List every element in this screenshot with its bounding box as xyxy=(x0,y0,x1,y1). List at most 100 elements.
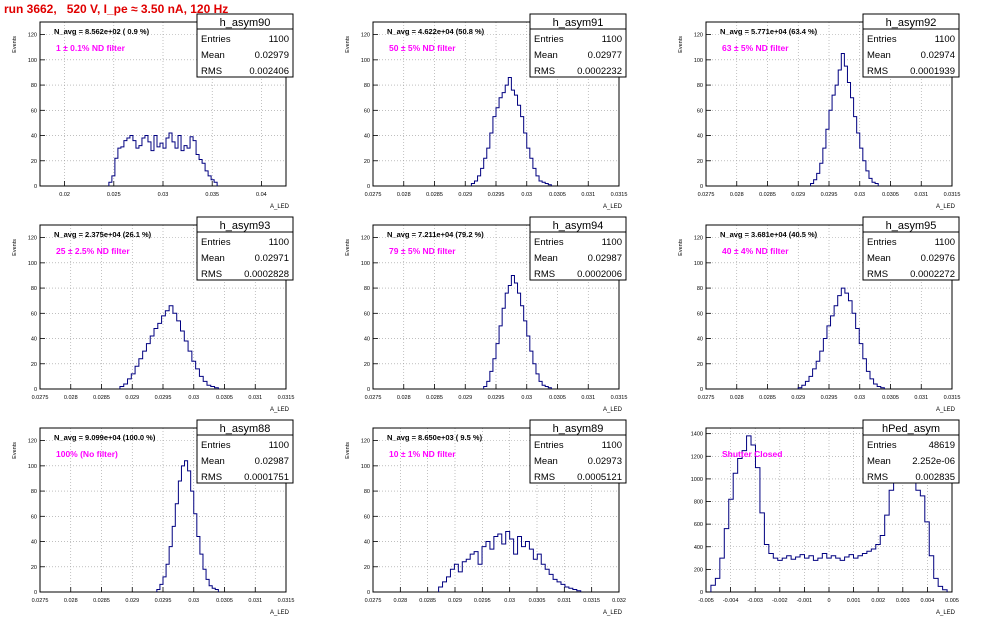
x-tick-label: 0.0285 xyxy=(93,395,110,401)
stats-value: 0.0002232 xyxy=(577,66,622,77)
histogram-name: h_asym89 xyxy=(553,423,604,435)
x-tick-label: 0.0305 xyxy=(549,192,566,198)
stats-value: 0.02987 xyxy=(255,456,289,467)
histogram-name: h_asym88 xyxy=(220,423,271,435)
y-tick-label: 800 xyxy=(694,500,703,506)
y-tick-label: 100 xyxy=(694,261,703,267)
x-tick-label: 0.029 xyxy=(458,395,472,401)
filter-annotation: 10 ± 1% ND filter xyxy=(389,449,456,459)
y-tick-label: 120 xyxy=(28,236,37,242)
x-tick-label: 0.0275 xyxy=(32,598,49,604)
y-tick-label: 20 xyxy=(31,362,37,368)
stats-key: Entries xyxy=(534,34,564,45)
x-tick-label: 0.0275 xyxy=(365,598,382,604)
x-tick-label: 0.0315 xyxy=(611,192,628,198)
y-tick-label: 20 xyxy=(364,159,370,165)
stats-box xyxy=(529,216,627,281)
x-tick-label: 0.0315 xyxy=(278,598,295,604)
navg-label: N_avg = 2.375e+04 (26.1 %) xyxy=(54,230,152,239)
x-tick-label: 0.031 xyxy=(248,395,262,401)
y-tick-label: 60 xyxy=(31,311,37,317)
x-tick-label: 0.031 xyxy=(914,395,928,401)
y-axis-title: Events xyxy=(678,239,684,256)
histogram-panel-h_asym90: 0 20 40 60 80 100 120 0.02 0.025 0.03 0.035 0.04 Eve… xyxy=(12,13,294,210)
navg-label: N_avg = 9.099e+04 (100.0 %) xyxy=(54,433,156,442)
x-tick-label: 0.0315 xyxy=(583,598,600,604)
y-tick-label: 60 xyxy=(31,108,37,114)
x-tick-label: 0.0315 xyxy=(944,395,961,401)
x-tick-label: 0.03 xyxy=(188,598,199,604)
x-tick-label: 0.0305 xyxy=(216,598,233,604)
plot-frame xyxy=(372,427,620,593)
stats-value: 0.02974 xyxy=(921,50,955,61)
stats-key: RMS xyxy=(867,472,888,483)
histogram-panel-h_asym93: 0 20 40 60 80 100 120 0.0275 0.028 0.0285 0.029 0.0… xyxy=(12,216,294,413)
histogram-series xyxy=(108,132,218,186)
stats-key: Entries xyxy=(201,237,231,248)
y-tick-label: 40 xyxy=(364,134,370,140)
y-tick-label: 120 xyxy=(694,33,703,39)
stats-value: 0.0001751 xyxy=(244,472,289,483)
x-tick-label: 0.03 xyxy=(854,395,865,401)
navg-label: N_avg = 3.681e+04 (40.5 %) xyxy=(720,230,818,239)
stats-value: 0.0001939 xyxy=(910,66,955,77)
histogram-name: h_asym94 xyxy=(553,220,604,232)
y-tick-label: 80 xyxy=(364,489,370,495)
stats-key: Entries xyxy=(534,440,564,451)
y-tick-label: 60 xyxy=(364,514,370,520)
stats-key: Entries xyxy=(534,237,564,248)
x-tick-label: 0.035 xyxy=(205,192,219,198)
x-tick-label: 0.0285 xyxy=(419,598,436,604)
stats-value: 0.02977 xyxy=(588,50,622,61)
y-axis-title: Events xyxy=(345,442,351,459)
x-tick-label: -0.003 xyxy=(747,598,763,604)
y-tick-label: 40 xyxy=(364,337,370,343)
y-tick-label: 60 xyxy=(364,108,370,114)
y-axis-title: Events xyxy=(345,239,351,256)
stats-key: RMS xyxy=(201,269,222,280)
x-tick-label: 0.0295 xyxy=(474,598,491,604)
x-tick-label: 0.0275 xyxy=(698,395,715,401)
stats-box xyxy=(196,419,294,484)
histogram-panel-h_asym92: 0 20 40 60 80 100 120 0.0275 0.028 0.0285 0.029 0.0… xyxy=(678,13,960,210)
y-tick-label: 120 xyxy=(28,33,37,39)
y-tick-label: 80 xyxy=(364,286,370,292)
x-tick-label: 0.029 xyxy=(458,192,472,198)
y-tick-label: 120 xyxy=(361,33,370,39)
y-tick-label: 120 xyxy=(361,236,370,242)
stats-key: Entries xyxy=(201,440,231,451)
stats-value: 1100 xyxy=(269,440,289,451)
y-tick-label: 20 xyxy=(364,565,370,571)
y-tick-label: 40 xyxy=(31,540,37,546)
histogram-panel-h_asym89: 0 20 40 60 80 100 120 0.0275 0.028 0.0285 0.029 0.0… xyxy=(345,419,627,616)
filter-annotation: 79 ± 5% ND filter xyxy=(389,246,456,256)
stats-value: 1100 xyxy=(602,237,622,248)
stats-value: 1100 xyxy=(602,440,622,451)
stats-key: Mean xyxy=(867,456,891,467)
y-tick-label: 100 xyxy=(28,58,37,64)
stats-value: 1100 xyxy=(935,34,955,45)
x-tick-label: 0.0285 xyxy=(759,395,776,401)
y-axis-title: Events xyxy=(12,239,18,256)
stats-value: 0.02987 xyxy=(588,253,622,264)
y-tick-label: 20 xyxy=(31,565,37,571)
x-axis-title: A_LED xyxy=(936,610,956,616)
x-tick-label: 0.031 xyxy=(581,192,595,198)
filter-annotation: 40 ± 4% ND filter xyxy=(722,246,789,256)
filter-annotation: Shutter Closed xyxy=(722,449,782,459)
x-tick-label: 0.029 xyxy=(125,395,139,401)
x-tick-label: 0.0295 xyxy=(488,395,505,401)
stats-key: Mean xyxy=(867,253,891,264)
y-tick-label: 100 xyxy=(361,58,370,64)
x-tick-label: 0.005 xyxy=(945,598,959,604)
y-tick-label: 40 xyxy=(697,134,703,140)
x-axis-title: A_LED xyxy=(270,204,290,210)
y-tick-label: 120 xyxy=(694,236,703,242)
x-tick-label: 0.0285 xyxy=(426,395,443,401)
y-tick-label: 100 xyxy=(28,464,37,470)
x-tick-label: 0.029 xyxy=(448,598,462,604)
histogram-series xyxy=(470,77,552,186)
x-axis-title: A_LED xyxy=(603,204,623,210)
x-tick-label: 0.031 xyxy=(248,598,262,604)
navg-label: N_avg = 8.562e+02 ( 0.9 %) xyxy=(54,27,150,36)
